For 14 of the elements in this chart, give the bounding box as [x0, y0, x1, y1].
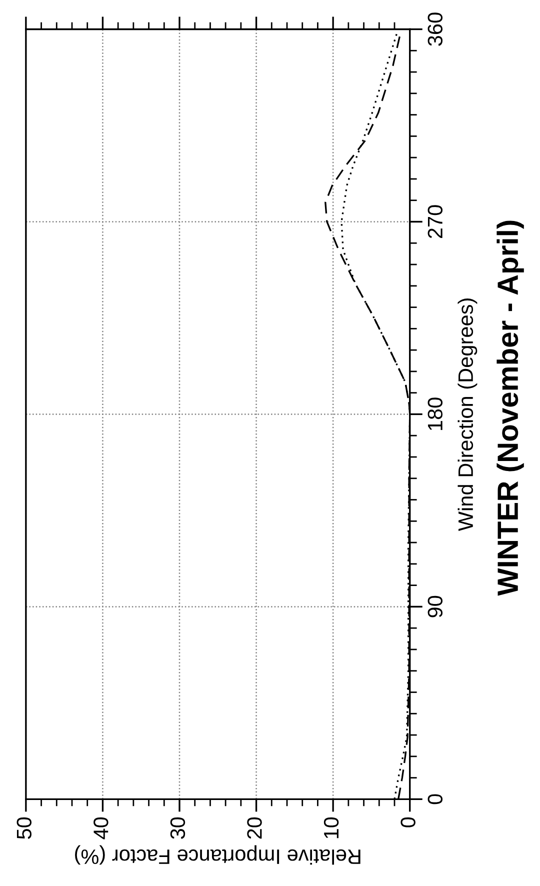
- x-tick-label: 30: [170, 817, 186, 839]
- text: WINTER (November - April): [496, 220, 524, 596]
- x-tick-label: 10: [324, 817, 339, 838]
- y-tick-label: 180: [428, 398, 443, 430]
- y-axis-title: Wind Direction (Degrees): [458, 298, 478, 532]
- y-tick-label: 90: [428, 596, 443, 618]
- x-axis-title: Relative Importance Factor (%): [75, 845, 360, 865]
- y-tick-label: 270: [428, 205, 443, 238]
- x-tick-label: 20: [247, 817, 262, 839]
- y-tick-label: 0: [428, 794, 443, 804]
- y-tick-label: 360: [428, 12, 443, 46]
- x-tick-label: 50: [16, 817, 32, 839]
- x-tick-label: 0: [400, 817, 416, 828]
- x-tick-label: 40: [94, 817, 108, 840]
